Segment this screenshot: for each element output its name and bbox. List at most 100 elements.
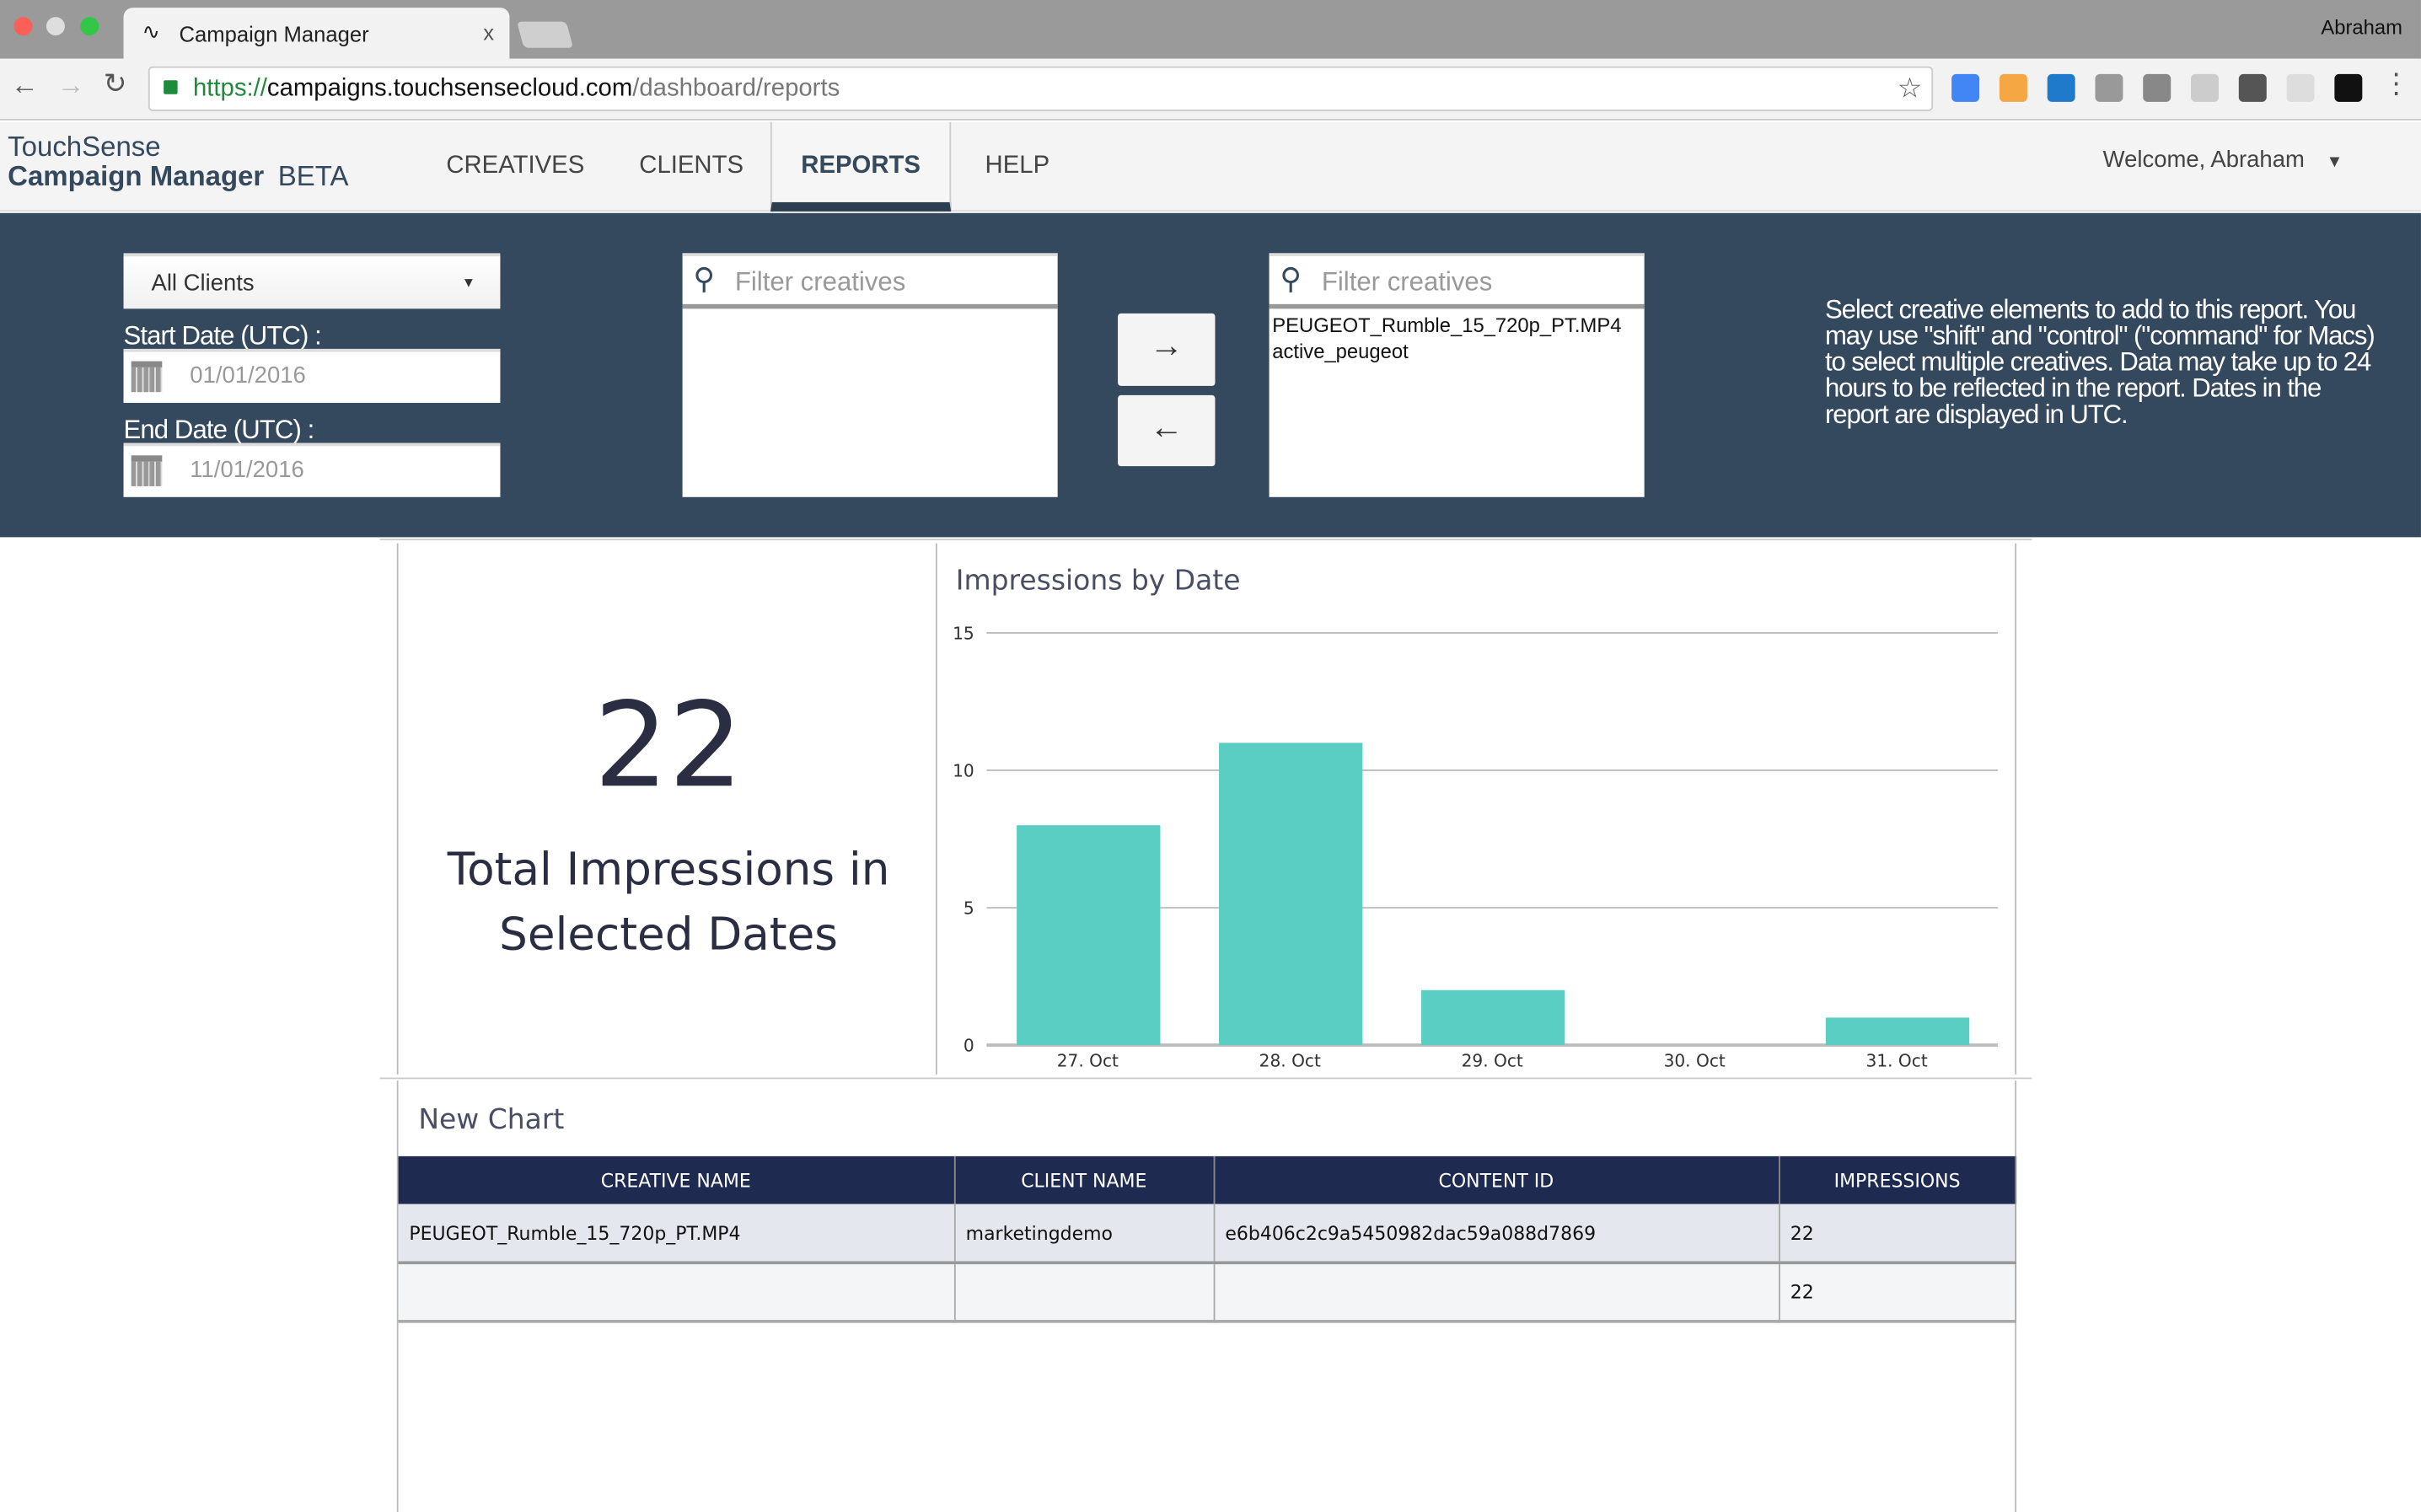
- beta-badge: BETA: [277, 160, 349, 192]
- selected-filter-input[interactable]: ⚲ Filter creatives: [1269, 256, 1645, 309]
- y-tick-label: 15: [953, 623, 974, 643]
- bar: [1017, 825, 1161, 1045]
- cell-creative-name: PEUGEOT_Rumble_15_720p_PT.MP4: [398, 1204, 955, 1263]
- y-tick-label: 5: [964, 898, 974, 918]
- impressions-chart-card: Impressions by Date 0 5 10 15 27. Oct 28. Oct…: [937, 543, 2017, 1075]
- x-tick-label: 28. Oct: [1259, 1051, 1321, 1071]
- mail-check-icon[interactable]: [2238, 73, 2267, 102]
- bar: [1420, 989, 1565, 1045]
- cell-content-id: e6b406c2c9a5450982dac59a088d7869: [1213, 1204, 1780, 1263]
- close-window-button[interactable]: [13, 17, 33, 36]
- available-creatives-panel: ⚲ Filter creatives: [682, 253, 1058, 497]
- bookmark-star-icon[interactable]: ☆: [1897, 72, 1923, 104]
- menu-kebab-icon[interactable]: ⋮: [2382, 67, 2411, 99]
- calendar-icon[interactable]: [131, 361, 163, 393]
- start-date-value: 01/01/2016: [190, 362, 306, 389]
- report-filter-panel: All Clients ▼ Start Date (UTC) : 01/01/20…: [0, 212, 2421, 538]
- browser-tab[interactable]: ∿ Campaign Manager x: [123, 8, 510, 59]
- cell-client-name: marketingdemo: [953, 1204, 1215, 1263]
- client-select[interactable]: All Clients ▼: [123, 253, 501, 309]
- bar: [1219, 743, 1363, 1045]
- total-impressions-cell: 22: [1779, 1263, 2017, 1322]
- end-date-input[interactable]: 11/01/2016: [123, 442, 501, 497]
- start-date-label: Start Date (UTC) :: [123, 320, 322, 351]
- nav-reports[interactable]: REPORTS: [770, 121, 952, 212]
- browser-tab-bar: ∿ Campaign Manager x Abraham: [0, 0, 2421, 59]
- url-host: campaigns.touchsensecloud.com: [266, 75, 633, 102]
- chess-icon[interactable]: [2047, 73, 2075, 102]
- column-header[interactable]: CREATIVE NAME: [398, 1155, 955, 1204]
- report-table-card: New Chart CREATIVE NAME CLIENT NAME CONT…: [396, 1080, 2017, 1512]
- remove-creative-button[interactable]: ←: [1118, 394, 1216, 467]
- cell-impressions: 22: [1779, 1204, 2017, 1263]
- chart-title: Impressions by Date: [955, 565, 1241, 598]
- start-date-input[interactable]: 01/01/2016: [123, 348, 501, 404]
- column-header[interactable]: CLIENT NAME: [953, 1155, 1215, 1204]
- lock-icon: [164, 80, 178, 94]
- divider: [379, 539, 2032, 541]
- brand-name[interactable]: TouchSense: [8, 131, 161, 163]
- url-scheme: https://: [192, 75, 267, 102]
- end-date-label: End Date (UTC) :: [123, 415, 315, 445]
- browser-toolbar: ← → ↻ https://campaigns.touchsensecloud.…: [0, 58, 2421, 121]
- address-bar[interactable]: https://campaigns.touchsensecloud.com/da…: [148, 66, 1934, 111]
- app-navbar: TouchSense Campaign Manager BETA CREATIV…: [0, 121, 2421, 212]
- help-text: Select creative elements to add to this …: [1824, 294, 2375, 430]
- client-select-value: All Clients: [151, 270, 255, 297]
- caret-down-icon: ▼: [461, 275, 476, 291]
- column-header[interactable]: CONTENT ID: [1213, 1155, 1780, 1204]
- y-tick-label: 10: [953, 760, 974, 780]
- nav-creatives[interactable]: CREATIVES: [446, 153, 585, 180]
- welcome-text: Welcome, Abraham: [2102, 147, 2305, 174]
- product-name: Campaign Manager: [8, 160, 265, 192]
- y-tick-label: 0: [964, 1035, 974, 1055]
- reload-icon[interactable]: ↻: [103, 67, 127, 99]
- welcome-user-menu[interactable]: Welcome, Abraham ▼: [2103, 147, 2343, 173]
- filter-placeholder: Filter creatives: [734, 266, 906, 297]
- nav-clients[interactable]: CLIENTS: [639, 153, 744, 180]
- s-icon[interactable]: [2095, 73, 2123, 102]
- add-creative-button[interactable]: →: [1118, 313, 1216, 386]
- nav-help[interactable]: HELP: [985, 153, 1050, 180]
- waveform-icon: ∿: [142, 18, 160, 44]
- total-cell: [1213, 1263, 1780, 1322]
- selected-creatives-list[interactable]: PEUGEOT_Rumble_15_720p_PT.MP4 active_peu…: [1270, 308, 1645, 367]
- available-filter-input[interactable]: ⚲ Filter creatives: [682, 256, 1058, 309]
- react-icon[interactable]: [2191, 73, 2220, 102]
- calendar-icon[interactable]: [131, 455, 163, 486]
- total-cell: [953, 1263, 1215, 1322]
- profile-name[interactable]: Abraham: [2321, 15, 2402, 39]
- total-cell: [398, 1263, 955, 1322]
- filter-placeholder: Filter creatives: [1321, 266, 1493, 297]
- forward-icon[interactable]: →: [56, 69, 85, 101]
- column-header[interactable]: IMPRESSIONS: [1779, 1155, 2017, 1204]
- google-docs-icon[interactable]: [1951, 73, 1980, 102]
- list-item[interactable]: PEUGEOT_Rumble_15_720p_PT.MP4: [1272, 313, 1622, 337]
- bar: [1825, 1017, 1970, 1045]
- x-tick-label: 30. Oct: [1664, 1051, 1726, 1071]
- list-item[interactable]: active_peugeot: [1272, 339, 1409, 363]
- report-table: CREATIVE NAME CLIENT NAME CONTENT ID IMP…: [398, 1155, 2017, 1323]
- shield-icon[interactable]: [2143, 73, 2171, 102]
- search-icon: ⚲: [693, 264, 715, 297]
- tab-close-button[interactable]: x: [483, 19, 495, 46]
- maximize-window-button[interactable]: [80, 17, 99, 36]
- new-tab-button[interactable]: [517, 21, 574, 48]
- url-path: /dashboard/reports: [632, 75, 840, 102]
- end-date-value: 11/01/2016: [190, 457, 304, 484]
- grid-icon[interactable]: [2334, 73, 2363, 102]
- table-total-row: 22: [398, 1263, 2017, 1322]
- available-creatives-list[interactable]: [683, 308, 1058, 494]
- table-title: New Chart: [418, 1103, 565, 1137]
- brand-product[interactable]: Campaign Manager BETA: [8, 160, 348, 192]
- minimize-window-button[interactable]: [46, 17, 65, 36]
- total-impressions-value: 22: [593, 676, 743, 814]
- selected-creatives-panel: ⚲ Filter creatives PEUGEOT_Rumble_15_720…: [1269, 253, 1645, 497]
- back-icon[interactable]: ←: [10, 69, 39, 101]
- total-impressions-label: Total Impressions in Selected Dates: [447, 843, 890, 961]
- rss-icon[interactable]: [1999, 73, 2027, 102]
- bar-chart: 0 5 10 15 27. Oct 28. Oct 29. Oct 30. Oct 31. Oc…: [953, 623, 1999, 1071]
- divider: [379, 1077, 2032, 1080]
- hexagon-icon[interactable]: [2286, 73, 2315, 102]
- table-row[interactable]: PEUGEOT_Rumble_15_720p_PT.MP4 marketingd…: [398, 1204, 2017, 1263]
